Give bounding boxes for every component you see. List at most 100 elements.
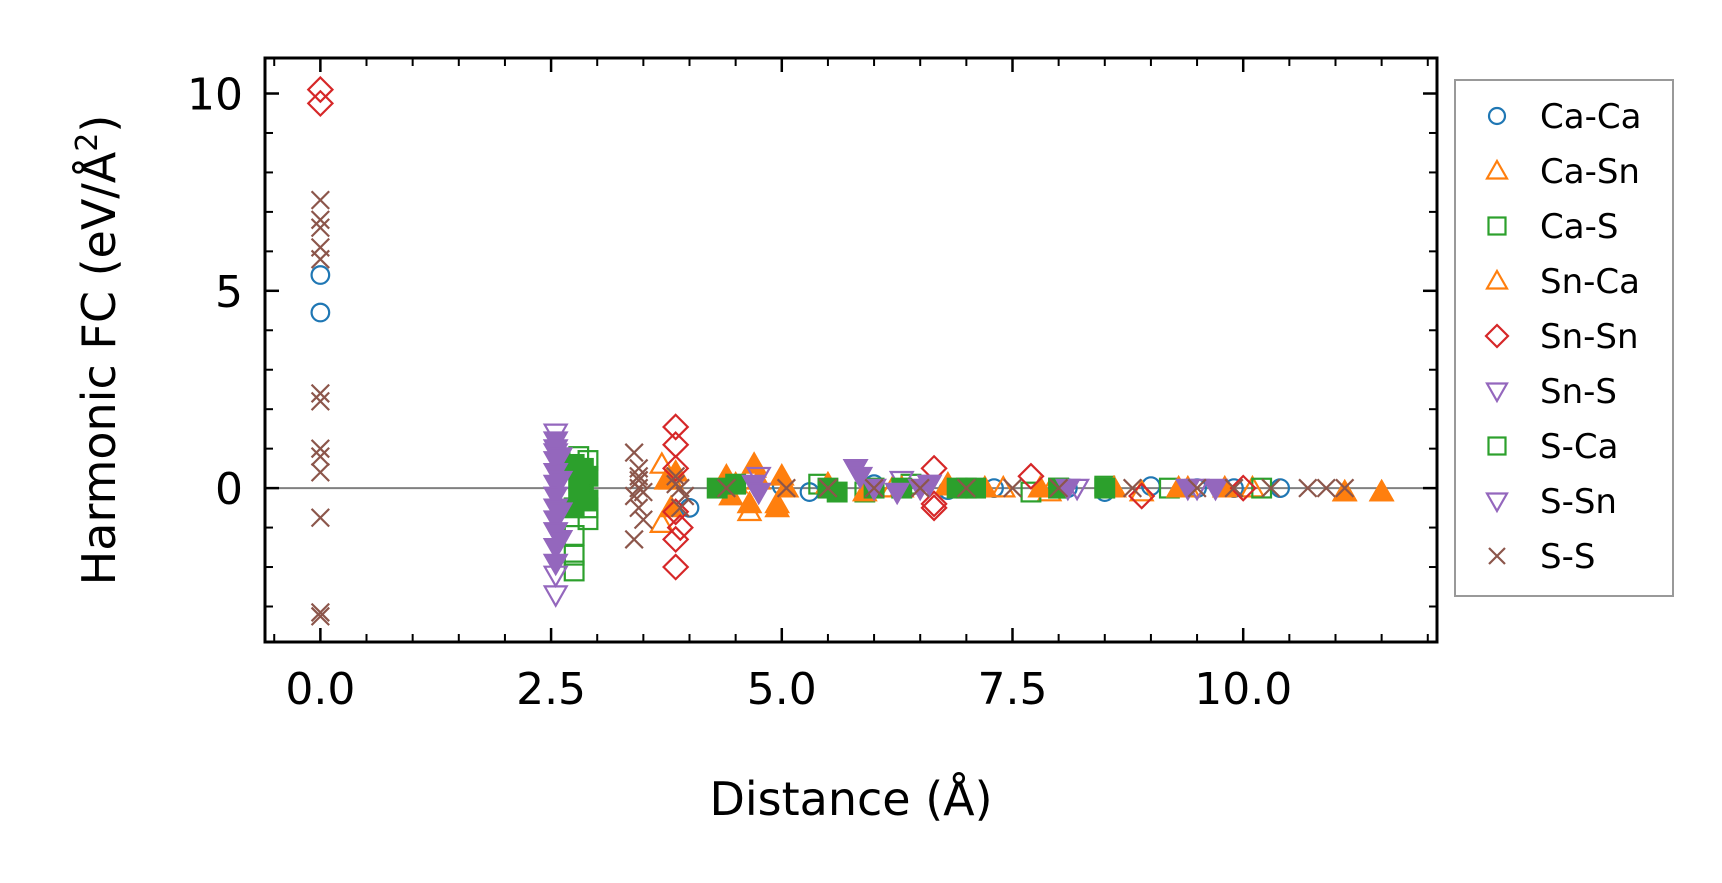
point-s-s: [310, 602, 330, 622]
x-tick-label: 2.5: [516, 664, 586, 715]
series-s-sn: [542, 431, 1229, 577]
point-sn-sn: [666, 513, 694, 542]
legend-box: [1454, 79, 1674, 597]
point-s-s: [624, 529, 644, 549]
point-sn-ca: [741, 451, 767, 474]
point-s-sn: [547, 470, 574, 494]
point-s-s: [666, 474, 686, 494]
legend-marker-s-sn: [1485, 492, 1509, 514]
point-s-s: [1224, 478, 1244, 498]
point-s-s: [956, 478, 976, 498]
point-sn-sn: [662, 431, 690, 459]
point-s-ca: [965, 477, 987, 499]
y-tick-label: 0: [215, 464, 243, 515]
point-sn-sn: [662, 553, 690, 581]
legend-marker-ca-ca: [1487, 106, 1507, 126]
point-s-s: [310, 446, 330, 467]
legend-item-s-ca: S-Ca: [1487, 427, 1618, 467]
y-tick-label: 10: [187, 70, 243, 121]
point-ca-sn: [648, 510, 675, 533]
legend-item-ca-s: Ca-S: [1487, 207, 1618, 247]
point-s-sn: [547, 530, 574, 553]
point-s-s: [629, 470, 649, 490]
y-axis-title-superscript: 2: [70, 133, 105, 152]
point-sn-s: [542, 585, 569, 608]
point-sn-ca: [736, 490, 763, 514]
axis-ticks-group: [265, 58, 1437, 642]
point-s-ca: [946, 477, 968, 499]
point-s-sn: [745, 482, 772, 506]
point-s-s: [1049, 478, 1069, 498]
point-s-sn: [542, 486, 569, 510]
legend-label-sn-ca: Sn-Ca: [1540, 262, 1640, 302]
point-s-s: [310, 218, 330, 238]
point-s-sn: [547, 447, 574, 470]
point-s-s: [1187, 478, 1207, 498]
point-s-sn: [847, 466, 874, 490]
legend-label-ca-sn: Ca-Sn: [1540, 152, 1640, 192]
point-ca-ca: [310, 265, 331, 285]
point-s-s: [1122, 478, 1143, 498]
point-s-s: [310, 190, 330, 210]
legend-label-sn-s: Sn-S: [1540, 372, 1617, 412]
point-s-s: [776, 478, 796, 498]
plot-frame: [263, 56, 1439, 644]
point-sn-ca: [1027, 474, 1054, 498]
y-axis-title-main: Harmonic FC (eV/Å: [72, 151, 126, 585]
x-tick-label: 0.0: [285, 664, 355, 715]
point-sn-ca: [1368, 478, 1395, 502]
legend-label-ca-ca: Ca-Ca: [1540, 97, 1641, 137]
point-s-sn: [542, 553, 569, 577]
point-sn-ca: [1331, 478, 1358, 502]
point-s-sn: [1202, 478, 1229, 502]
legend-item-ca-ca: Ca-Ca: [1487, 97, 1641, 137]
point-s-s: [1261, 478, 1281, 498]
point-s-s: [624, 443, 644, 463]
point-s-s: [666, 466, 686, 486]
point-s-s: [818, 478, 838, 498]
point-sn-sn: [1229, 474, 1257, 502]
y-axis-title: Harmonic FC (eV/Å2): [70, 115, 126, 586]
point-sn-sn: [662, 413, 690, 441]
point-s-s: [1002, 478, 1023, 498]
point-s-s: [1335, 478, 1355, 498]
legend-label-sn-sn: Sn-Sn: [1540, 317, 1639, 357]
x-tick-label: 7.5: [978, 664, 1048, 715]
point-s-s: [310, 462, 330, 482]
point-s-sn: [547, 502, 574, 526]
legend-marker-sn-sn: [1484, 323, 1510, 349]
point-sn-sn: [1128, 482, 1156, 510]
point-sn-sn: [920, 490, 948, 518]
legend-item-sn-ca: Sn-Ca: [1485, 262, 1640, 302]
legend-marker-ca-sn: [1485, 158, 1509, 180]
legend-label-s-s: S-S: [1540, 537, 1595, 577]
x-tick-label: 10.0: [1194, 664, 1292, 715]
data-points-group: [306, 75, 1395, 626]
point-s-ca: [572, 457, 594, 479]
legend-item-sn-s: Sn-S: [1485, 372, 1617, 412]
point-sn-ca: [764, 494, 791, 518]
legend-marker-sn-ca: [1485, 268, 1509, 290]
point-s-s: [310, 383, 330, 403]
point-ca-ca: [310, 302, 331, 323]
point-s-s: [1316, 478, 1336, 498]
point-s-s: [310, 249, 330, 269]
point-s-s: [633, 482, 653, 502]
point-sn-sn: [306, 75, 335, 104]
legend-item-s-s: S-S: [1488, 537, 1595, 577]
legend-label-s-sn: S-Sn: [1540, 482, 1617, 522]
x-tick-label: 5.0: [747, 664, 817, 715]
legend-marker-sn-s: [1485, 382, 1509, 404]
legend-marker-s-s: [1488, 547, 1506, 565]
point-s-s: [675, 486, 695, 506]
point-s-s: [670, 498, 690, 518]
point-sn-sn: [306, 89, 335, 118]
point-sn-sn: [920, 494, 948, 522]
point-s-ca: [568, 477, 590, 499]
legend-item-ca-sn: Ca-Sn: [1485, 152, 1640, 192]
legend-label-ca-s: Ca-S: [1540, 207, 1618, 247]
point-s-s: [629, 498, 649, 518]
point-s-ca: [706, 477, 728, 499]
point-s-s: [1298, 478, 1318, 498]
point-s-s: [310, 439, 330, 459]
